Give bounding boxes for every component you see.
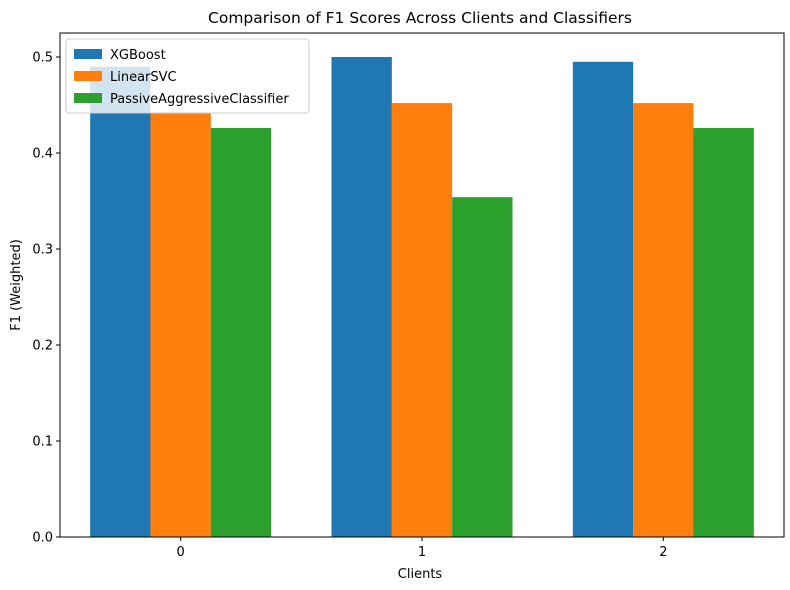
legend-swatch <box>74 93 102 103</box>
legend-label: XGBoost <box>110 48 166 63</box>
bars-group <box>90 57 754 538</box>
legend-label: PassiveAggressiveClassifier <box>110 92 289 107</box>
x-tick-label: 1 <box>418 545 426 560</box>
bar-passiveaggressiveclassifier-client-0 <box>210 128 272 538</box>
bar-passiveaggressiveclassifier-client-2 <box>693 128 754 538</box>
bar-linearsvc-client-1 <box>391 103 453 537</box>
legend-box <box>65 38 310 114</box>
bar-linearsvc-client-2 <box>633 103 694 537</box>
legend: XGBoost LinearSVC PassiveAggressiveClassif… <box>65 38 310 114</box>
y-tick-label: 0.1 <box>32 435 53 450</box>
y-tick-label: 0.3 <box>32 243 53 258</box>
chart-title: Comparison of F1 Scores Across Clients a… <box>208 9 632 27</box>
legend-swatch <box>74 71 102 81</box>
bar-xgboost-client-2 <box>572 61 634 538</box>
y-tick-label: 0.5 <box>32 51 53 66</box>
legend-swatch <box>74 49 102 59</box>
bar-passiveaggressiveclassifier-client-1 <box>452 197 513 537</box>
x-ticks: 0 1 2 <box>177 537 667 560</box>
bar-linearsvc-client-0 <box>150 112 211 538</box>
y-tick-label: 0.4 <box>32 147 53 162</box>
bar-xgboost-client-1 <box>331 57 392 537</box>
y-ticks: 0.0 0.1 0.2 0.3 0.4 0.5 <box>32 51 60 546</box>
x-tick-label: 0 <box>177 545 185 560</box>
x-tick-label: 2 <box>659 545 667 560</box>
x-axis-label: Clients <box>398 567 443 582</box>
y-tick-label: 0.2 <box>32 339 53 354</box>
y-axis-label: F1 (Weighted) <box>9 239 24 331</box>
legend-label: LinearSVC <box>110 70 177 85</box>
y-tick-label: 0.0 <box>32 531 53 546</box>
bar-xgboost-client-0 <box>90 66 151 537</box>
